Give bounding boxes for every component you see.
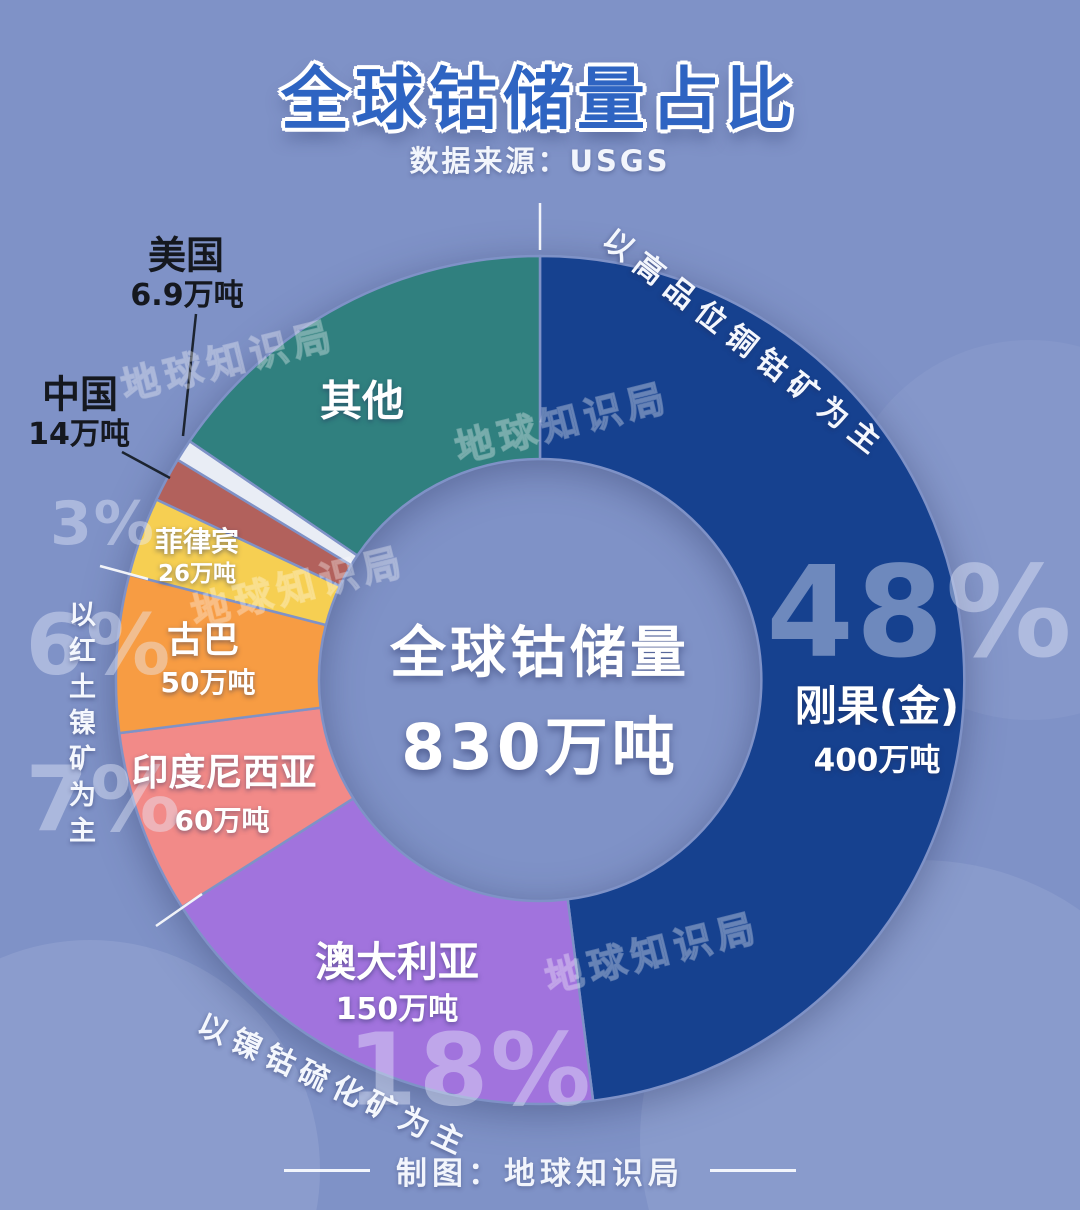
segment-label-china: 中国 [41, 372, 119, 417]
segment-label-cuba: 古巴 [166, 620, 240, 661]
tick-cuba-philippines [99, 564, 149, 581]
segment-label-others: 其他 [319, 376, 405, 426]
segment-label-australia: 澳大利亚 [315, 938, 479, 986]
segment-value-indonesia: 60万吨 [174, 804, 270, 837]
segment-value-australia: 150万吨 [335, 992, 459, 1027]
segment-label-usa: 美国 [147, 233, 225, 278]
segment-label-philippines: 菲律宾 [154, 525, 240, 558]
segment-value-usa: 6.9万吨 [130, 278, 244, 313]
footer-credit-label: 制图：地球知识局 [396, 1156, 684, 1192]
donut-segment-1 [180, 796, 595, 1106]
segment-value-cuba: 50万吨 [160, 666, 256, 699]
footer-credit: 制图：地球知识局 [284, 1148, 796, 1193]
pct-label-australia: 18% [347, 1011, 593, 1129]
segment-label-indonesia: 印度尼西亚 [131, 751, 317, 794]
total-value: 830万吨 [401, 711, 679, 784]
data-source-label: 数据来源：USGS [409, 144, 671, 178]
segment-value-philippines: 26万吨 [157, 561, 237, 587]
usa-leader-line [181, 313, 198, 437]
china-leader-line [121, 450, 171, 480]
segment-value-china: 14万吨 [28, 417, 130, 452]
tick-indonesia-australia [155, 892, 203, 928]
footer-line-right [710, 1169, 796, 1172]
annotation-laterite-ore: 以红土镍矿为主 [64, 600, 95, 852]
footer-line-left [284, 1169, 370, 1172]
pct-label-cuba: 6% [25, 596, 173, 694]
total-label: 全球钴储量 [390, 621, 690, 686]
chart-center-total: 全球钴储量 830万吨 [390, 608, 690, 788]
donut-segment-7 [187, 254, 542, 558]
segment-label-congo: 刚果(金) [794, 681, 960, 731]
segment-value-congo: 400万吨 [813, 742, 941, 779]
chart-guides [99, 203, 542, 928]
pct-label-philippines: 3% [50, 489, 156, 559]
donut-segment-0 [538, 254, 966, 1103]
pct-label-indonesia: 7% [25, 747, 183, 853]
page-title: 全球钴储量占比 [280, 61, 800, 140]
pct-label-congo: 48% [766, 538, 1074, 686]
